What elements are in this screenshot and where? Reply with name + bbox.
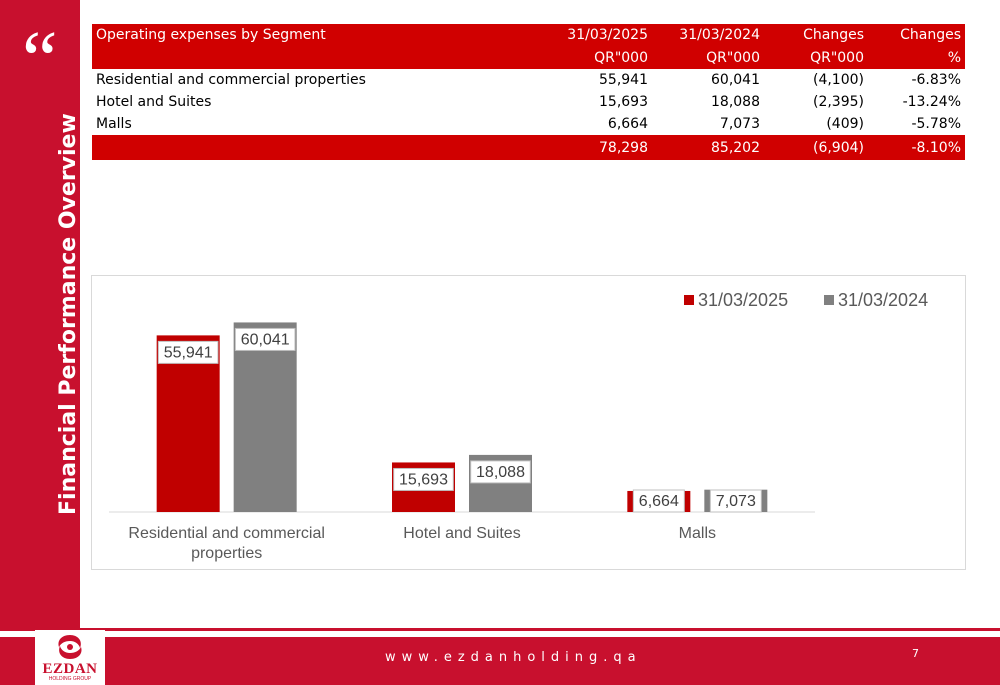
page-title: Financial Performance Overview <box>56 113 81 515</box>
data-label-box <box>709 489 762 513</box>
bar-2025 <box>156 335 220 512</box>
category-label: Malls <box>679 525 716 542</box>
table-cell: (2,395) <box>812 94 864 110</box>
table-cell: -5.78% <box>911 116 961 132</box>
data-label-box <box>234 327 296 351</box>
table-cell: Residential and commercial properties <box>96 72 366 88</box>
table-cell: 55,941 <box>599 72 648 88</box>
table-cell: (409) <box>826 116 864 132</box>
table-header-cell: Changes <box>868 24 965 46</box>
quote-mark-icon: “ <box>22 16 58 104</box>
data-label: 60,041 <box>241 331 290 348</box>
data-label: 15,693 <box>399 471 448 488</box>
data-label-box <box>470 460 531 484</box>
legend-label: 31/03/2025 <box>698 290 788 310</box>
page-number: 7 <box>912 647 919 660</box>
legend-swatch <box>684 295 694 305</box>
category-label: Residential and commercial <box>128 525 325 542</box>
table-cell: Malls <box>96 116 132 132</box>
data-label-box <box>393 467 454 491</box>
footer-gap <box>0 631 1000 637</box>
footer-bar <box>0 637 1000 685</box>
data-label: 18,088 <box>476 464 525 481</box>
bar-2024 <box>233 322 297 512</box>
table-header-cell: QR"000 <box>764 46 868 69</box>
expenses-bar-chart: 55,941 60,041 Residential and commercial pr… <box>91 275 966 570</box>
table-row: Hotel and Suites 15,693 18,088 (2,395) -… <box>92 91 965 113</box>
data-label: 7,073 <box>716 493 756 510</box>
table-header-cell <box>92 46 542 69</box>
table-cell: Hotel and Suites <box>96 94 212 110</box>
data-label-box <box>157 340 219 364</box>
logo-subtext: HOLDING GROUP <box>48 676 92 682</box>
data-label: 55,941 <box>164 344 213 361</box>
table-cell: -6.83% <box>911 72 961 88</box>
sidebar: “ Financial Performance Overview <box>0 0 81 628</box>
data-label: 6,664 <box>639 493 679 510</box>
table-header-cell: QR"000 <box>652 46 764 69</box>
table-total-cell: -8.10% <box>868 135 965 160</box>
logo-text: EZDAN <box>42 661 98 677</box>
legend-label: 31/03/2024 <box>838 290 928 310</box>
footer-divider <box>0 628 1000 631</box>
table-header-row: Operating expenses by Segment 31/03/2025… <box>92 24 965 46</box>
table-header-cell: 31/03/2024 <box>652 24 764 46</box>
website-link[interactable]: www.ezdanholding.qa <box>385 650 642 665</box>
table-cell: -13.24% <box>902 94 961 110</box>
company-logo: EZDAN HOLDING GROUP <box>35 630 105 685</box>
table-header-cell: % <box>868 46 965 69</box>
table-cell: 15,693 <box>599 94 648 110</box>
table-cell: 60,041 <box>711 72 760 88</box>
chart-svg: 55,941 60,041 Residential and commercial pr… <box>109 290 928 562</box>
table-header-cell: Operating expenses by Segment <box>92 24 542 46</box>
legend-swatch <box>824 295 834 305</box>
table-header-cell: Changes <box>764 24 868 46</box>
table-total-cell: 78,298 <box>542 135 652 160</box>
table-cell: 6,664 <box>607 116 648 132</box>
table-cell: (4,100) <box>812 72 864 88</box>
table-header-cell: QR"000 <box>542 46 652 69</box>
table-total-cell <box>92 135 542 160</box>
table-cell: 7,073 <box>719 116 760 132</box>
table-total-cell: (6,904) <box>764 135 868 160</box>
category-label: Hotel and Suites <box>403 525 520 542</box>
table-row: Malls 6,664 7,073 (409) -5.78% <box>92 113 965 135</box>
logo-swirl-icon <box>58 635 82 659</box>
table-row: Residential and commercial properties 55… <box>92 69 965 91</box>
table-cell: 18,088 <box>711 94 760 110</box>
table-total-cell: 85,202 <box>652 135 764 160</box>
table-total-row: 78,298 85,202 (6,904) -8.10% <box>92 135 965 160</box>
category-label: properties <box>191 545 262 562</box>
data-label-box <box>632 489 685 513</box>
table-header-cell: 31/03/2025 <box>542 24 652 46</box>
table-header-row: QR"000 QR"000 QR"000 % <box>92 46 965 69</box>
operating-expenses-table: Operating expenses by Segment 31/03/2025… <box>92 24 965 160</box>
